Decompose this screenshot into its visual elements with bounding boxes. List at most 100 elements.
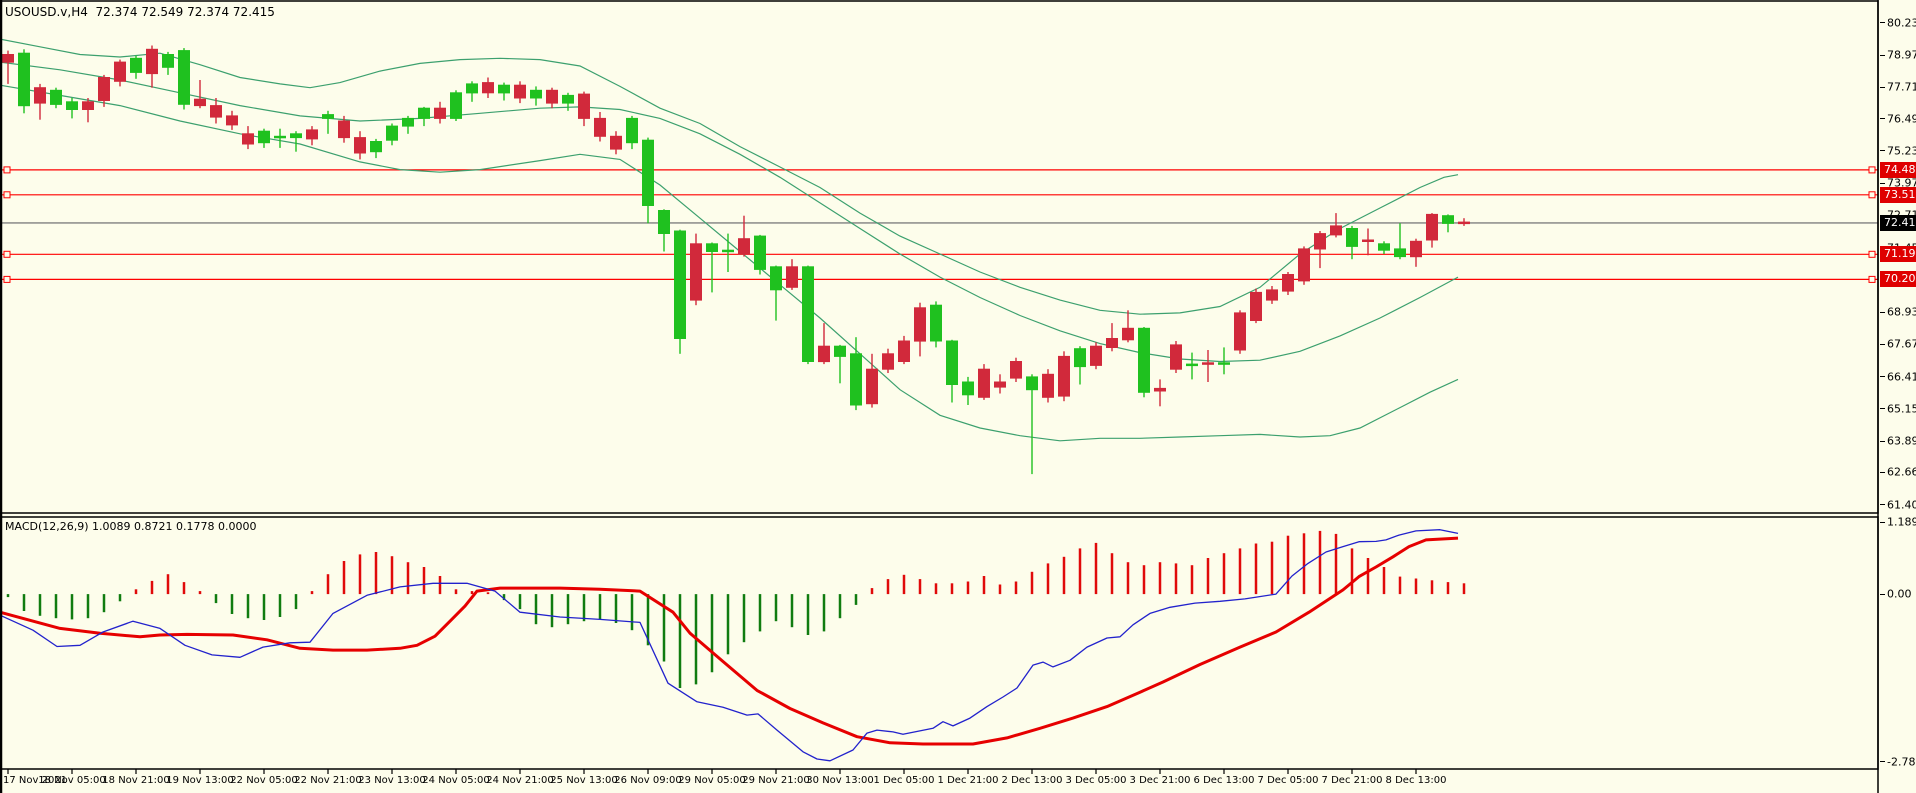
- line-handle-left[interactable]: [3, 166, 11, 174]
- candle: [498, 82, 510, 101]
- candle: [66, 98, 78, 119]
- candle: [290, 131, 302, 152]
- bollinger-lower-band: [0, 84, 1459, 442]
- macd-axis-tick: [1880, 761, 1885, 763]
- support-resistance-line-71.19[interactable]: [0, 250, 1878, 258]
- candle: [914, 302, 926, 357]
- time-axis-label[interactable]: 18 Nov 21:00: [102, 775, 170, 786]
- ohlc-values: 72.374 72.549 72.374 72.415: [95, 5, 275, 19]
- time-axis-label[interactable]: 23 Nov 13:00: [358, 775, 426, 786]
- time-axis-label[interactable]: 22 Nov 05:00: [230, 775, 298, 786]
- symbol-name: USOUSD.v,H4: [5, 5, 88, 19]
- candle: [50, 87, 62, 109]
- macd-indicator-label: MACD(12,26,9) 1.0089 0.8721 0.1778 0.000…: [5, 520, 257, 533]
- candle: [818, 323, 830, 365]
- candle: [802, 265, 814, 365]
- candle: [754, 234, 766, 275]
- price-axis-tick: [1880, 182, 1885, 184]
- candle: [386, 123, 398, 146]
- line-handle-left[interactable]: [3, 191, 11, 199]
- line-handle-left[interactable]: [3, 250, 11, 258]
- time-axis-label[interactable]: 25 Nov 13:00: [550, 775, 618, 786]
- time-axis-label[interactable]: 22 Nov 21:00: [294, 775, 362, 786]
- candle: [546, 87, 558, 109]
- price-axis-label: 63.890: [1887, 434, 1916, 448]
- candle: [1378, 241, 1390, 254]
- candle: [466, 81, 478, 102]
- candle: [642, 137, 654, 224]
- time-axis-label[interactable]: 1 Dec 05:00: [873, 775, 935, 786]
- time-axis-label[interactable]: 24 Nov 21:00: [486, 775, 554, 786]
- price-axis-label: 67.670: [1887, 337, 1916, 351]
- time-axis-label[interactable]: 3 Dec 21:00: [1129, 775, 1191, 786]
- candle: [1010, 357, 1022, 382]
- macd-axis-label: -2.7896: [1887, 755, 1916, 769]
- price-axis-tick: [1880, 118, 1885, 120]
- time-axis-label[interactable]: 26 Nov 09:00: [614, 775, 682, 786]
- time-axis-label[interactable]: 24 Nov 05:00: [422, 775, 490, 786]
- price-badge-74.488[interactable]: 74.488: [1880, 161, 1916, 178]
- price-badge-71.190[interactable]: 71.190: [1880, 246, 1916, 263]
- candle: [482, 77, 494, 98]
- time-axis-label[interactable]: 18 Nov 05:00: [38, 775, 106, 786]
- time-axis-label[interactable]: 30 Nov 13:00: [806, 775, 874, 786]
- candle: [866, 353, 878, 408]
- candle: [1458, 218, 1470, 226]
- candle: [258, 128, 270, 148]
- main-price-panel[interactable]: [0, 38, 1878, 475]
- symbol-title: USOUSD.v,H4 72.374 72.549 72.374 72.415: [5, 5, 275, 19]
- candle: [1442, 214, 1454, 233]
- candle: [322, 110, 334, 134]
- candle: [514, 81, 526, 104]
- candle: [338, 115, 350, 143]
- time-axis-label[interactable]: 29 Nov 21:00: [742, 775, 810, 786]
- price-badge-70.208[interactable]: 70.208: [1880, 271, 1916, 288]
- line-handle-left[interactable]: [3, 275, 11, 283]
- candle: [658, 209, 670, 252]
- price-axis-label: 80.235: [1887, 16, 1916, 30]
- time-axis-label[interactable]: 19 Nov 13:00: [166, 775, 234, 786]
- candle: [178, 48, 190, 110]
- time-axis-label[interactable]: 7 Dec 05:00: [1257, 775, 1319, 786]
- price-axis-label: 62.665: [1887, 465, 1916, 479]
- time-axis-label[interactable]: 6 Dec 13:00: [1193, 775, 1255, 786]
- candle: [1346, 225, 1358, 260]
- time-axis-label[interactable]: 7 Dec 21:00: [1321, 775, 1383, 786]
- price-axis-tick: [1880, 343, 1885, 345]
- support-resistance-line-73.514[interactable]: [0, 191, 1878, 199]
- time-axis-label[interactable]: 2 Dec 13:00: [1001, 775, 1063, 786]
- candle: [1410, 238, 1422, 267]
- price-axis-tick: [1880, 440, 1885, 442]
- time-axis-label[interactable]: 17 Nov 2021: [3, 775, 68, 786]
- candle: [1106, 323, 1118, 352]
- time-axis-label[interactable]: 3 Dec 05:00: [1065, 775, 1127, 786]
- macd-panel[interactable]: [0, 529, 1466, 762]
- candle: [994, 374, 1006, 394]
- support-resistance-line-74.488[interactable]: [0, 166, 1878, 174]
- price-badge-73.514[interactable]: 73.514: [1880, 186, 1916, 203]
- candle: [1170, 341, 1182, 373]
- candle: [738, 215, 750, 257]
- line-handle-right[interactable]: [1868, 250, 1876, 258]
- candle: [1394, 223, 1406, 260]
- candle: [1186, 352, 1198, 380]
- candle: [274, 128, 286, 148]
- candle: [1090, 342, 1102, 370]
- macd-signal-line: [0, 536, 1459, 746]
- candle: [98, 74, 110, 107]
- line-handle-right[interactable]: [1868, 191, 1876, 199]
- price-axis-tick: [1880, 376, 1885, 378]
- line-handle-right[interactable]: [1868, 275, 1876, 283]
- macd-axis-label: 0.00: [1887, 587, 1912, 601]
- time-axis-label[interactable]: 1 Dec 21:00: [937, 775, 999, 786]
- price-axis-tick: [1880, 22, 1885, 24]
- candle: [162, 51, 174, 75]
- candle: [146, 45, 158, 88]
- candle: [194, 80, 206, 109]
- candle: [1314, 231, 1326, 269]
- time-axis-label[interactable]: 8 Dec 13:00: [1385, 775, 1447, 786]
- time-axis-label[interactable]: 29 Nov 05:00: [678, 775, 746, 786]
- line-handle-right[interactable]: [1868, 166, 1876, 174]
- support-resistance-line-70.208[interactable]: [0, 275, 1878, 283]
